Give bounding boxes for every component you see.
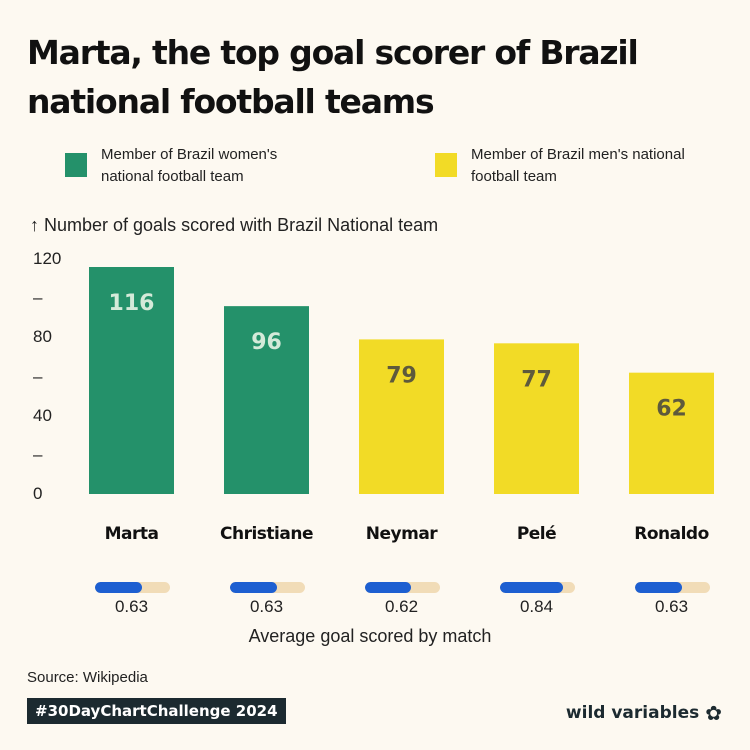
y-axis-title: ↑ Number of goals scored with Brazil Nat…	[30, 215, 439, 235]
category-label: Marta	[104, 524, 159, 544]
legend-swatch-men	[435, 153, 457, 177]
source-note: Source: Wikipedia	[27, 669, 148, 686]
legend-item-women: Member of Brazil women's national footba…	[65, 144, 331, 188]
avg-value-label: 0.63	[249, 597, 284, 616]
bar-marta	[89, 267, 174, 494]
avg-value-label: 0.62	[384, 597, 419, 616]
y-tick-label: 80	[33, 327, 52, 347]
avg-bar-track	[229, 582, 305, 593]
avg-bar-track	[634, 582, 710, 593]
category-label: Pelé	[516, 524, 557, 544]
brand-name: wild variables	[565, 703, 700, 723]
legend-label-women: Member of Brazil women's national footba…	[101, 146, 278, 185]
bar-value-label: 96	[251, 330, 282, 355]
bar-neymar	[359, 339, 444, 494]
avg-bar-track	[94, 582, 170, 593]
bar-value-label: 62	[656, 397, 687, 422]
category-label: Ronaldo	[634, 524, 709, 544]
avg-value-label: 0.63	[654, 597, 689, 616]
avg-bar-fill	[634, 582, 682, 593]
avg-bar-track	[364, 582, 440, 593]
legend-swatch-women	[65, 153, 87, 177]
y-tick-label: –	[33, 288, 43, 308]
avg-caption: Average goal scored by match	[248, 626, 492, 646]
y-tick-label: –	[33, 366, 43, 386]
y-tick-label: 0	[33, 484, 43, 503]
bar-chart: 116 96 79 77 62	[89, 267, 714, 494]
brand-logo: wild variables ✿	[566, 701, 722, 725]
category-label: Neymar	[365, 524, 438, 544]
avg-value-label: 0.63	[114, 597, 149, 616]
avg-bar-fill	[364, 582, 411, 593]
bar-value-label: 77	[521, 367, 552, 392]
avg-value-label: 0.84	[519, 597, 554, 616]
bar-ronaldo	[629, 372, 714, 494]
bar-christiane	[224, 306, 309, 494]
chart-title: Marta, the top goal scorer of Brazil nat…	[27, 33, 639, 121]
legend-label-men: Member of Brazil men's national football…	[471, 146, 685, 185]
avg-bar-track	[499, 582, 575, 593]
clover-icon: ✿	[705, 701, 722, 725]
hashtag-badge: #30DayChartChallenge 2024	[27, 698, 286, 724]
y-tick-label: –	[33, 444, 43, 464]
bar-pel	[494, 343, 579, 494]
category-label: Christiane	[220, 524, 313, 544]
avg-bar-fill	[94, 582, 142, 593]
y-tick-label: 120	[33, 249, 62, 269]
y-tick-label: 40	[33, 405, 52, 425]
avg-bar-fill	[229, 582, 277, 593]
avg-bar-fill	[499, 582, 563, 593]
legend-item-men: Member of Brazil men's national football…	[435, 144, 701, 188]
bar-value-label: 79	[386, 363, 417, 388]
bar-value-label: 116	[109, 291, 155, 316]
